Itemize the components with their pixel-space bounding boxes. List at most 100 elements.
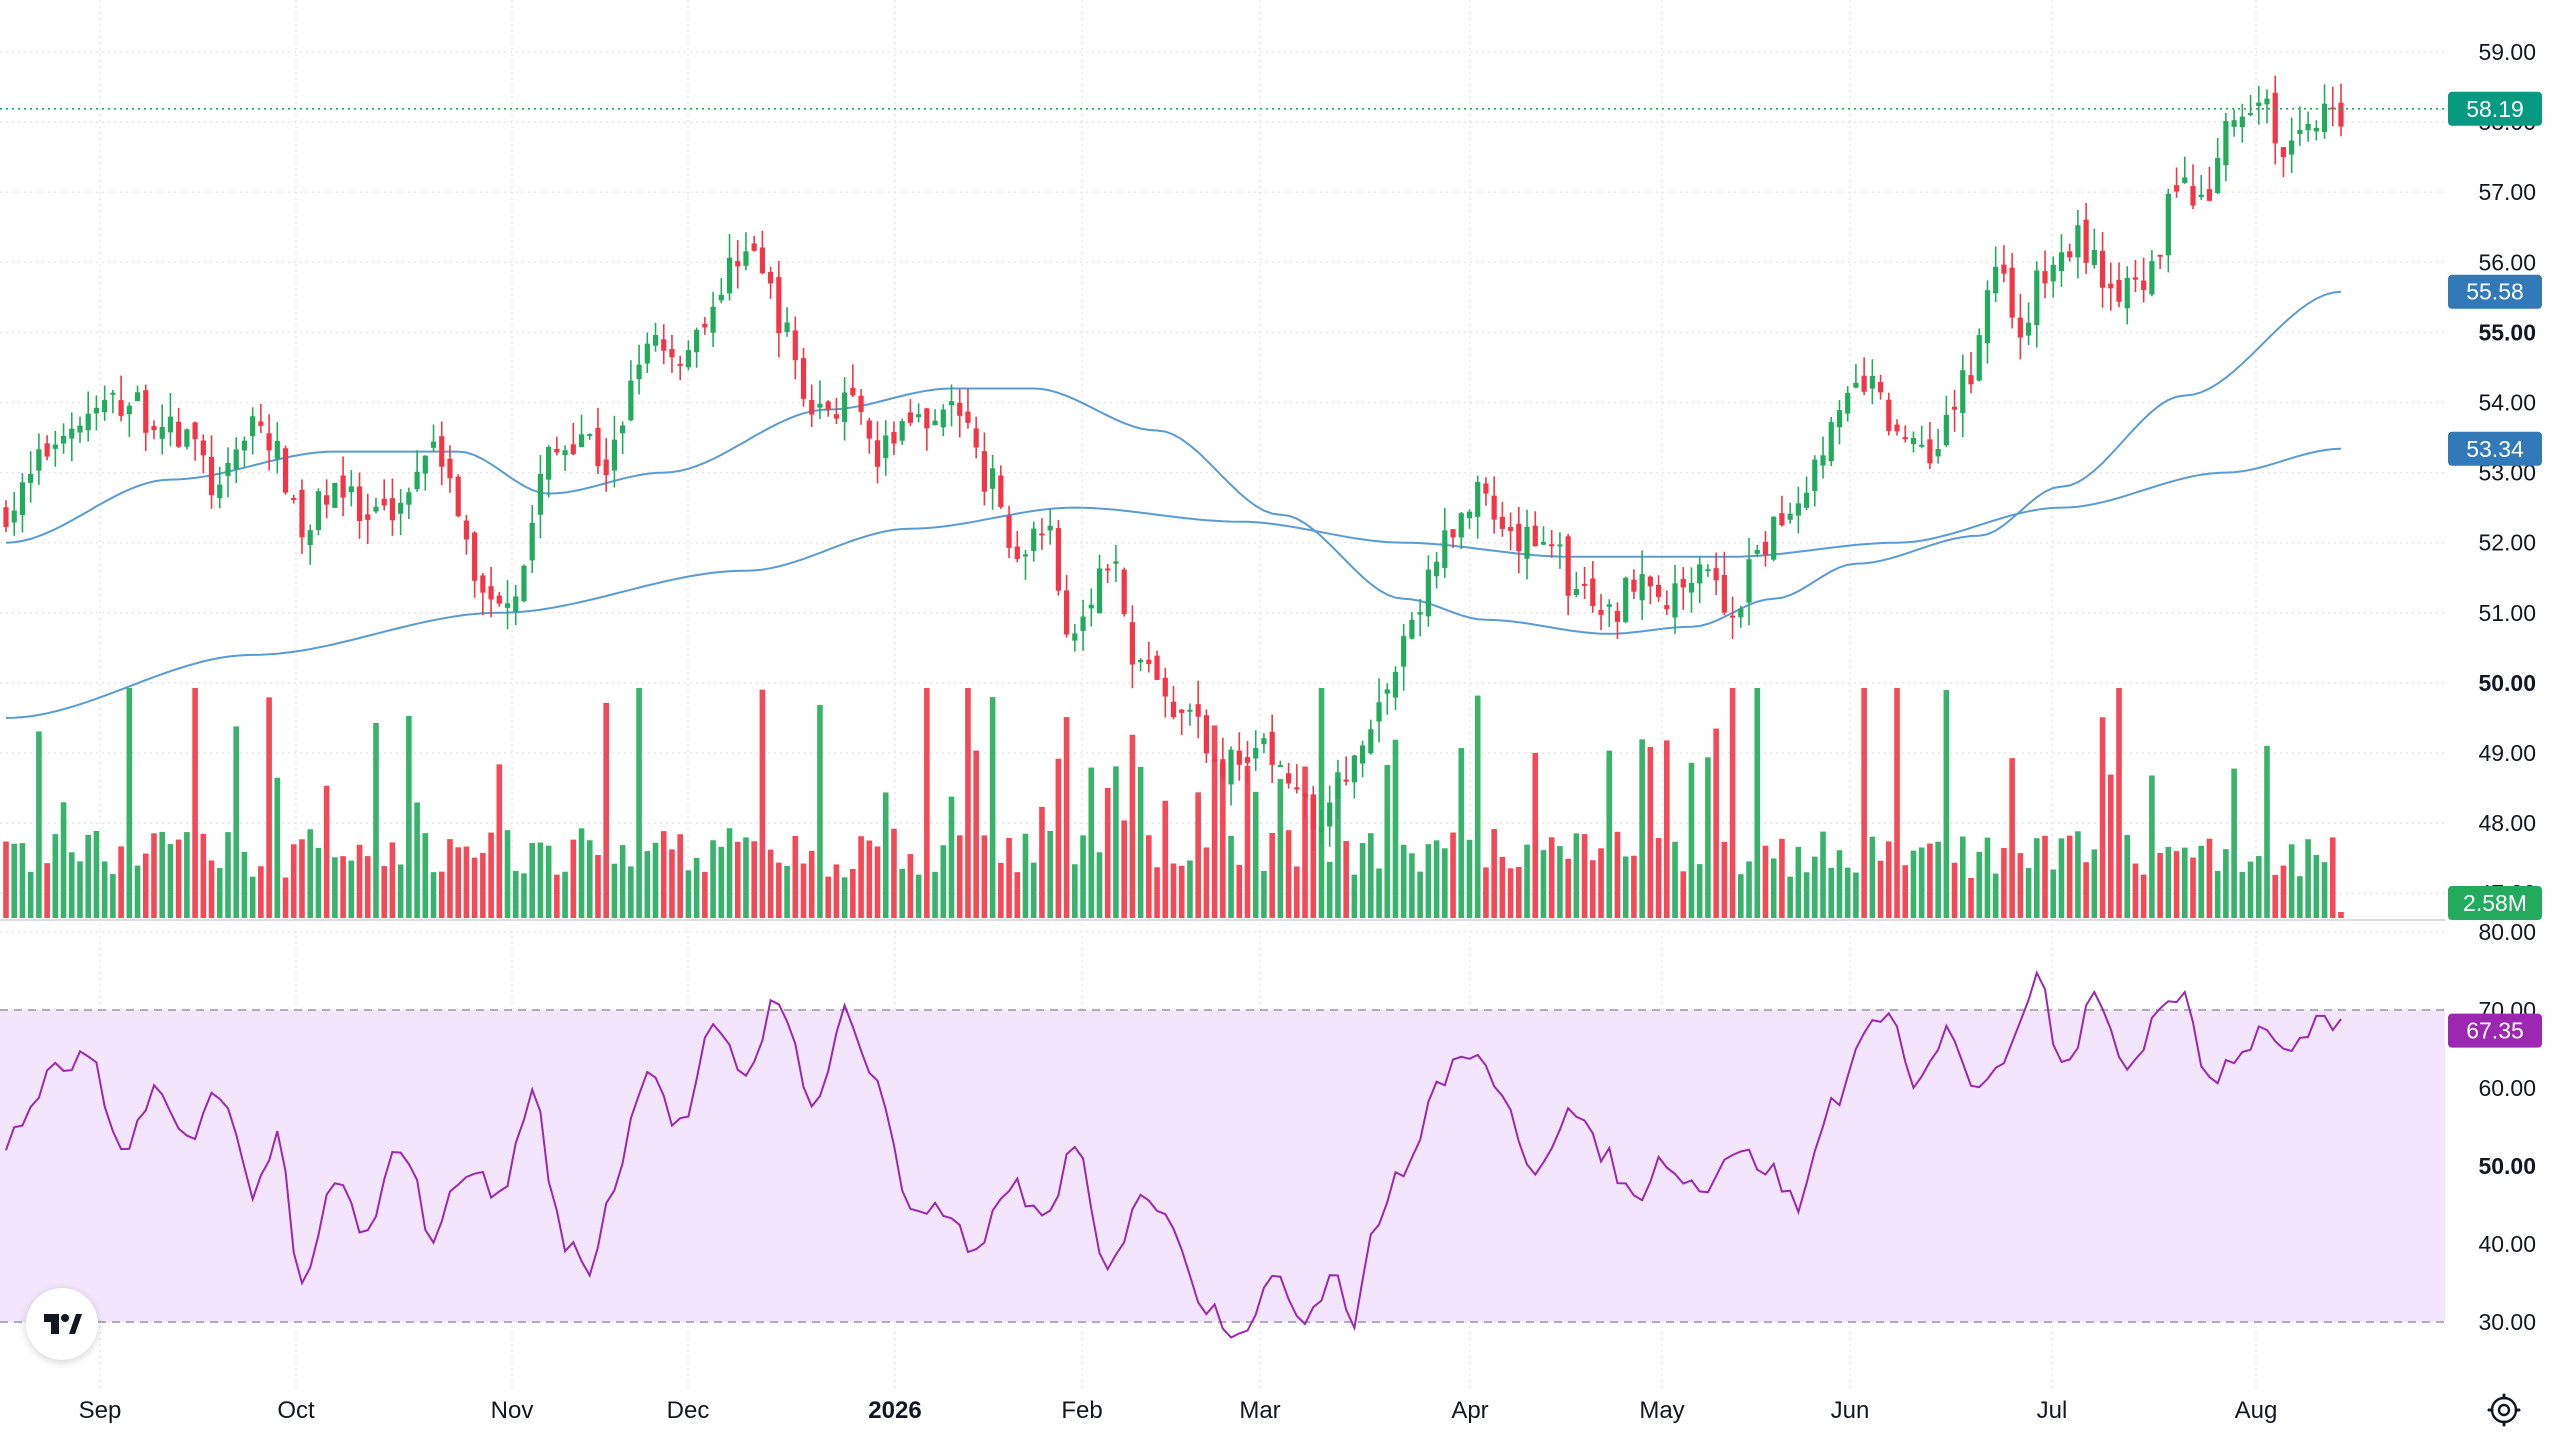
settings-gear-icon[interactable]	[2484, 1390, 2524, 1430]
candle-body	[430, 441, 437, 448]
volume-bar	[348, 860, 355, 918]
volume-bar	[455, 847, 462, 918]
candle-body	[2141, 280, 2147, 290]
candle-body	[1779, 513, 1785, 526]
candle-body	[1409, 619, 1415, 639]
volume-bar	[1466, 839, 1473, 918]
candle-body	[266, 433, 272, 451]
volume-bar	[1014, 872, 1021, 918]
candle-body	[1540, 541, 1547, 545]
candle-body	[1401, 636, 1407, 667]
volume-bar	[101, 861, 108, 918]
volume-bar	[2247, 861, 2254, 918]
volume-bar	[1820, 831, 1826, 918]
gear-glyph	[2487, 1393, 2521, 1427]
volume-bar	[2066, 835, 2073, 918]
candle-body	[2256, 102, 2262, 106]
candle-body	[1318, 827, 1325, 832]
volume-bar	[660, 831, 667, 918]
candle-body	[1861, 375, 1867, 392]
volume-bar	[290, 844, 297, 918]
candle-body	[2099, 250, 2106, 288]
volume-bar	[891, 828, 897, 918]
candle-body	[406, 492, 412, 505]
time-axis[interactable]: Sep Oct Nov Dec 2026 Feb Mar Apr May Jun Jul Aug	[79, 1397, 2278, 1424]
volume-bar	[1738, 874, 1744, 918]
tradingview-logo-icon[interactable]	[26, 1288, 98, 1360]
volume-bar	[1146, 835, 1152, 918]
candle-body	[1022, 554, 1029, 557]
volume-bar	[1762, 845, 1769, 918]
volume-bar	[899, 868, 905, 918]
volume-bar	[27, 871, 34, 918]
candle-body	[1590, 578, 1596, 606]
volume-bar	[1417, 871, 1423, 918]
candle-body	[1762, 541, 1769, 555]
candle-body	[225, 462, 231, 476]
candle-body	[192, 422, 198, 440]
candle-body	[1179, 709, 1185, 713]
volume-bar	[406, 716, 412, 918]
candle-body	[858, 395, 864, 412]
candle-body	[521, 565, 527, 602]
volume-bar	[1499, 856, 1506, 918]
candle-body	[924, 408, 930, 429]
volume-bar	[1154, 867, 1160, 918]
volume-bar	[965, 688, 971, 918]
volume-bar	[68, 852, 75, 918]
candle-body	[513, 596, 519, 612]
candle-body	[554, 448, 560, 453]
volume-bar	[1129, 734, 1136, 918]
candle-body	[1828, 422, 1834, 462]
volume-bar	[208, 860, 215, 918]
volume-bar	[2288, 844, 2295, 918]
volume-bar	[734, 841, 741, 918]
candle-body	[126, 405, 132, 415]
volume-bar	[1639, 739, 1645, 918]
volume-bar	[2025, 868, 2032, 918]
candle-body	[2116, 279, 2122, 302]
volume-bar	[570, 839, 577, 918]
time-tick-label: Sep	[79, 1397, 122, 1424]
candle-body	[990, 468, 996, 489]
candle-body	[2297, 130, 2303, 135]
candle-body	[2239, 116, 2245, 128]
candle-body	[1351, 755, 1357, 783]
volume-bar	[1836, 850, 1843, 918]
rsi-tick-label: 30.00	[2478, 1309, 2536, 1335]
candle-body	[389, 498, 396, 521]
candle-body	[2108, 283, 2114, 289]
candle-body	[1507, 526, 1514, 531]
price-axis[interactable]: 47.0048.0049.0050.0051.0052.0053.0054.00…	[2478, 39, 2536, 906]
volume-bar	[2009, 758, 2015, 918]
volume-bar	[817, 705, 823, 918]
candle-body	[2124, 277, 2130, 309]
candle-body	[1943, 414, 1949, 446]
candle-body	[1803, 492, 1810, 508]
candle-body	[1343, 779, 1349, 782]
volume-bar	[1252, 791, 1259, 918]
candle-body	[1450, 529, 1456, 538]
volume-bar	[726, 828, 733, 918]
candle-body	[620, 425, 626, 434]
candle-body	[414, 471, 420, 490]
volume-bar	[36, 731, 42, 918]
volume-bar	[1442, 848, 1448, 918]
volume-bar	[496, 764, 503, 918]
candle-body	[2017, 317, 2023, 338]
volume-bar	[1828, 867, 1835, 918]
volume-bar	[2116, 688, 2122, 918]
candle-body	[981, 451, 987, 492]
candle-body	[1713, 568, 1719, 581]
candle-body	[356, 486, 363, 522]
candle-body	[2182, 177, 2188, 184]
volume-bar	[1409, 853, 1415, 918]
volume-bar	[2099, 717, 2106, 918]
volume-bar	[1968, 877, 1974, 918]
candle-body	[2165, 193, 2171, 256]
ma-slow-badge: 53.34	[2466, 436, 2524, 462]
candle-body	[2009, 267, 2015, 318]
